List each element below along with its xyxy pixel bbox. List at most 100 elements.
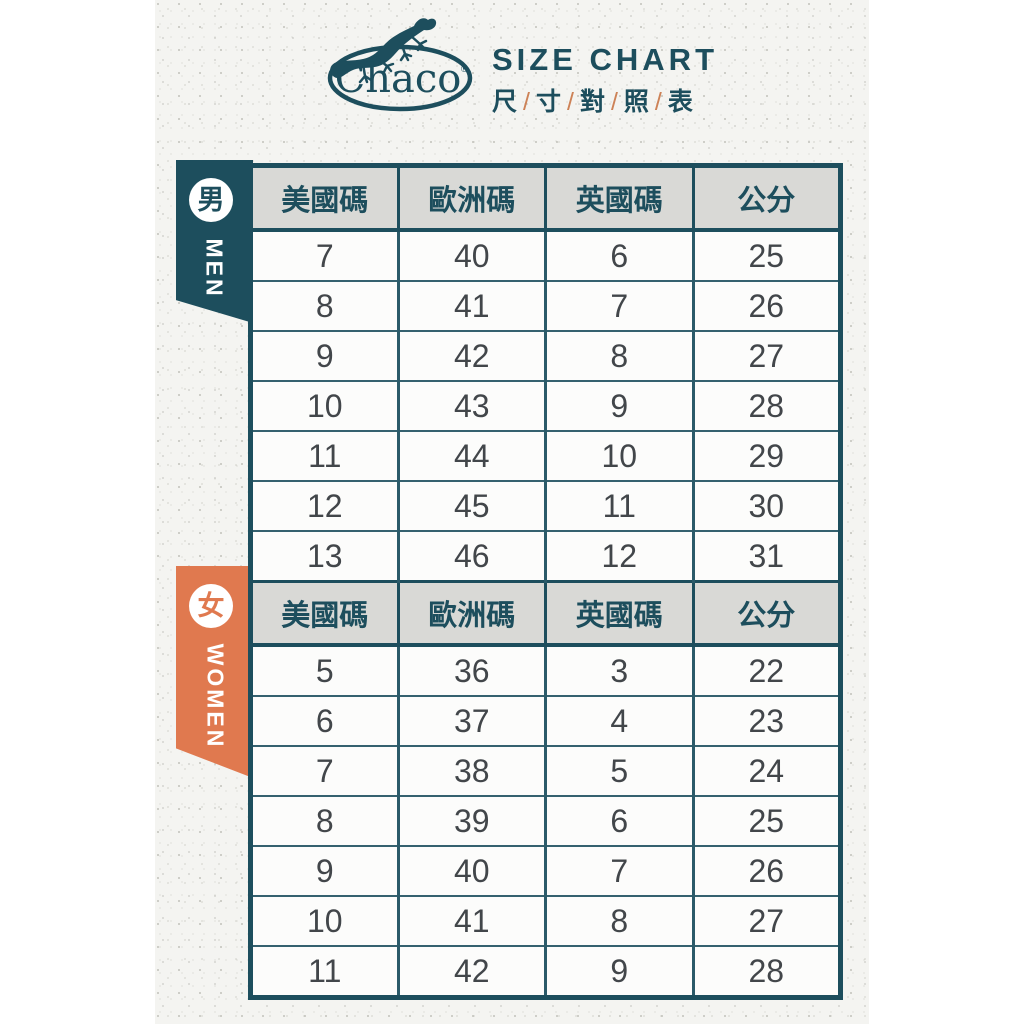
women-tab-label: WOMEN bbox=[176, 644, 253, 750]
women-header-row: 美國碼 歐洲碼 英國碼 公分 bbox=[249, 580, 842, 647]
cell-eu: 39 bbox=[396, 795, 547, 847]
cell-cm: 25 bbox=[691, 795, 842, 847]
table-row: 13 46 12 31 bbox=[249, 530, 842, 583]
cell-uk: 9 bbox=[544, 380, 695, 432]
cell-eu: 36 bbox=[396, 644, 547, 697]
cell-us: 10 bbox=[249, 380, 400, 432]
women-header-section: 美國碼 歐洲碼 英國碼 公分 bbox=[249, 580, 842, 647]
men-header-row: 美國碼 歐洲碼 英國碼 公分 bbox=[249, 164, 842, 232]
table-row: 9 40 7 26 bbox=[249, 845, 842, 897]
chaco-logo: Chaco ® bbox=[327, 18, 473, 112]
women-label-text: WOMEN bbox=[202, 643, 228, 750]
cell-uk: 9 bbox=[544, 945, 695, 999]
cell-uk: 7 bbox=[544, 280, 695, 332]
cell-eu: 37 bbox=[396, 695, 547, 747]
women-rows-section: 5 36 3 22 6 37 4 23 7 38 5 24 8 39 6 25 9 40 7 26 10 41 8 27 11 4… bbox=[249, 644, 842, 999]
cell-us: 11 bbox=[249, 945, 400, 999]
cell-us: 8 bbox=[249, 795, 400, 847]
cell-cm: 26 bbox=[691, 280, 842, 332]
table-row: 10 43 9 28 bbox=[249, 380, 842, 432]
cell-cm: 25 bbox=[691, 229, 842, 282]
cell-cm: 27 bbox=[691, 895, 842, 947]
logo-wordmark: Chaco bbox=[335, 56, 462, 102]
cell-eu: 40 bbox=[396, 845, 547, 897]
table-row: 8 41 7 26 bbox=[249, 280, 842, 332]
table-row: 10 41 8 27 bbox=[249, 895, 842, 947]
cell-cm: 22 bbox=[691, 644, 842, 697]
lizard-icon bbox=[330, 18, 437, 84]
subtitle-char: 照 bbox=[623, 88, 650, 116]
table-row: 9 42 8 27 bbox=[249, 330, 842, 382]
table-row: 11 42 9 28 bbox=[249, 945, 842, 999]
cell-uk: 11 bbox=[544, 480, 695, 532]
column-header-eu: 歐洲碼 bbox=[396, 580, 547, 647]
cell-us: 7 bbox=[249, 745, 400, 797]
cell-uk: 7 bbox=[544, 845, 695, 897]
cell-cm: 28 bbox=[691, 380, 842, 432]
cell-us: 9 bbox=[249, 845, 400, 897]
cell-uk: 8 bbox=[544, 330, 695, 382]
table-row: 5 36 3 22 bbox=[249, 644, 842, 697]
men-label-text: MEN bbox=[202, 238, 228, 299]
subtitle-char: 寸 bbox=[535, 88, 562, 116]
cell-eu: 38 bbox=[396, 745, 547, 797]
column-header-us: 美國碼 bbox=[249, 580, 400, 647]
men-rows-section: 7 40 6 25 8 41 7 26 9 42 8 27 10 43 9 28 11 44 10 29 12 45 11 3… bbox=[249, 229, 842, 583]
table-row: 6 37 4 23 bbox=[249, 695, 842, 747]
men-tab: 男 MEN bbox=[176, 160, 253, 323]
cell-eu: 42 bbox=[396, 330, 547, 382]
cell-eu: 42 bbox=[396, 945, 547, 999]
slash-separator: / bbox=[610, 88, 619, 116]
subtitle-char: 尺 bbox=[492, 88, 519, 116]
size-table: 美國碼 歐洲碼 英國碼 公分 7 40 6 25 8 41 7 26 9 42 8 27 10 43 9 28… bbox=[248, 163, 843, 1000]
men-header-section: 美國碼 歐洲碼 英國碼 公分 bbox=[249, 164, 842, 232]
cell-us: 8 bbox=[249, 280, 400, 332]
women-tab: 女 WOMEN bbox=[176, 566, 253, 778]
cell-us: 10 bbox=[249, 895, 400, 947]
table-row: 11 44 10 29 bbox=[249, 430, 842, 482]
table-row: 8 39 6 25 bbox=[249, 795, 842, 847]
subtitle-char: 表 bbox=[667, 88, 694, 116]
cell-uk: 10 bbox=[544, 430, 695, 482]
cell-cm: 24 bbox=[691, 745, 842, 797]
page-title: SIZE CHART bbox=[492, 42, 718, 77]
men-tab-label: MEN bbox=[176, 238, 253, 298]
women-badge: 女 bbox=[189, 584, 233, 628]
cell-cm: 23 bbox=[691, 695, 842, 747]
cell-uk: 6 bbox=[544, 229, 695, 282]
column-header-uk: 英國碼 bbox=[544, 164, 695, 232]
cell-uk: 5 bbox=[544, 745, 695, 797]
speckled-paper: Chaco ® SIZE CHART 尺 / 寸 / 對 / 照 / 表 男 MEN 女 WOM… bbox=[155, 0, 869, 1024]
table-row: 7 40 6 25 bbox=[249, 229, 842, 282]
slash-separator: / bbox=[566, 88, 575, 116]
cell-eu: 41 bbox=[396, 895, 547, 947]
cell-cm: 26 bbox=[691, 845, 842, 897]
cell-cm: 29 bbox=[691, 430, 842, 482]
slash-separator: / bbox=[654, 88, 663, 116]
registered-mark: ® bbox=[461, 64, 468, 74]
cell-us: 9 bbox=[249, 330, 400, 382]
cell-cm: 31 bbox=[691, 530, 842, 583]
cell-eu: 43 bbox=[396, 380, 547, 432]
cell-uk: 12 bbox=[544, 530, 695, 583]
table-row: 7 38 5 24 bbox=[249, 745, 842, 797]
cell-cm: 28 bbox=[691, 945, 842, 999]
cell-cm: 27 bbox=[691, 330, 842, 382]
cell-eu: 44 bbox=[396, 430, 547, 482]
column-header-uk: 英國碼 bbox=[544, 580, 695, 647]
cell-uk: 6 bbox=[544, 795, 695, 847]
cell-eu: 45 bbox=[396, 480, 547, 532]
cell-us: 12 bbox=[249, 480, 400, 532]
subtitle-char: 對 bbox=[579, 88, 606, 116]
cell-us: 7 bbox=[249, 229, 400, 282]
cell-us: 6 bbox=[249, 695, 400, 747]
column-header-us: 美國碼 bbox=[249, 164, 400, 232]
cell-uk: 4 bbox=[544, 695, 695, 747]
table-row: 12 45 11 30 bbox=[249, 480, 842, 532]
page-subtitle: 尺 / 寸 / 對 / 照 / 表 bbox=[492, 82, 694, 118]
cell-us: 11 bbox=[249, 430, 400, 482]
cell-eu: 46 bbox=[396, 530, 547, 583]
men-badge: 男 bbox=[189, 178, 233, 222]
cell-eu: 41 bbox=[396, 280, 547, 332]
